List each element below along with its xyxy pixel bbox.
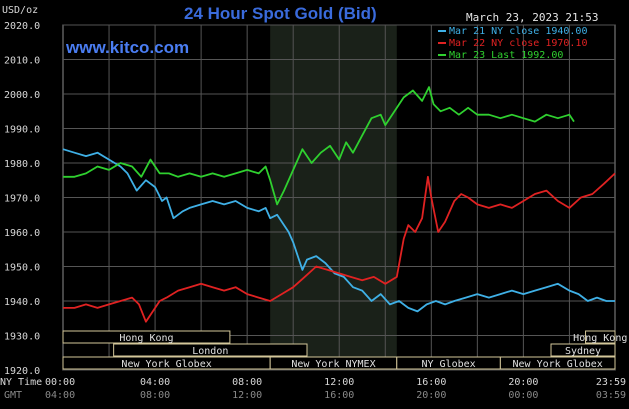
market-session-label: London <box>192 346 228 357</box>
market-session-label: Hong Kong <box>573 333 627 344</box>
y-tick-label: 1940.0 <box>4 297 40 308</box>
chart-timestamp: March 23, 2023 21:53 <box>466 11 598 24</box>
y-tick-label: 2000.0 <box>4 90 40 101</box>
y-tick-label: 1990.0 <box>4 125 40 136</box>
ny-time-tick-label: 23:59 <box>596 377 626 388</box>
market-session-bar <box>585 330 616 344</box>
gmt-axis-label: GMT <box>4 390 22 401</box>
gmt-tick-label: 16:00 <box>324 390 354 401</box>
y-tick-label: 1960.0 <box>4 228 40 239</box>
market-session-label: New York Globex <box>513 359 603 370</box>
gmt-tick-label: 08:00 <box>140 390 170 401</box>
series-line-2 <box>63 172 616 323</box>
market-session-bar <box>113 343 308 357</box>
ny-time-axis-label: NY Time <box>0 377 42 388</box>
legend-entry: Mar 23 Last 1992.00 <box>449 50 563 61</box>
gmt-tick-label: 03:59 <box>596 390 626 401</box>
y-tick-label: 1920.0 <box>4 366 40 377</box>
chart-title: 24 Hour Spot Gold (Bid) <box>184 4 377 23</box>
ny-time-tick-label: 20:00 <box>508 377 538 388</box>
ny-time-tick-label: 00:00 <box>45 377 75 388</box>
ny-time-tick-label: 12:00 <box>324 377 354 388</box>
gmt-tick-label: 00:00 <box>508 390 538 401</box>
market-session-bar <box>62 330 231 344</box>
gmt-tick-label: 04:00 <box>45 390 75 401</box>
market-session-label: New York Globex <box>121 359 211 370</box>
market-session-label: NY Globex <box>421 359 475 370</box>
gmt-tick-label: 12:00 <box>232 390 262 401</box>
y-tick-label: 1980.0 <box>4 159 40 170</box>
series-line-3 <box>63 86 575 206</box>
legend-entry: Mar 22 NY close 1970.10 <box>449 38 587 49</box>
market-session-label: Hong Kong <box>119 333 173 344</box>
market-session-bar <box>550 343 616 357</box>
y-tick-label: 2010.0 <box>4 56 40 67</box>
y-tick-label: 1950.0 <box>4 263 40 274</box>
ny-time-tick-label: 08:00 <box>232 377 262 388</box>
y-axis-unit-label: USD/oz <box>2 5 38 16</box>
market-session-label: Sydney <box>565 346 601 357</box>
market-session-bar <box>499 356 616 370</box>
gmt-tick-label: 20:00 <box>416 390 446 401</box>
y-tick-label: 1970.0 <box>4 194 40 205</box>
y-tick-label: 1930.0 <box>4 332 40 343</box>
market-session-label: New York NYMEX <box>291 359 375 370</box>
y-tick-label: 2020.0 <box>4 21 40 32</box>
series-line-1 <box>62 148 615 313</box>
ny-time-tick-label: 04:00 <box>140 377 170 388</box>
website-watermark: www.kitco.com <box>65 38 189 57</box>
legend-entry: Mar 21 NY close 1940.00 <box>449 26 587 37</box>
ny-time-tick-label: 16:00 <box>416 377 446 388</box>
